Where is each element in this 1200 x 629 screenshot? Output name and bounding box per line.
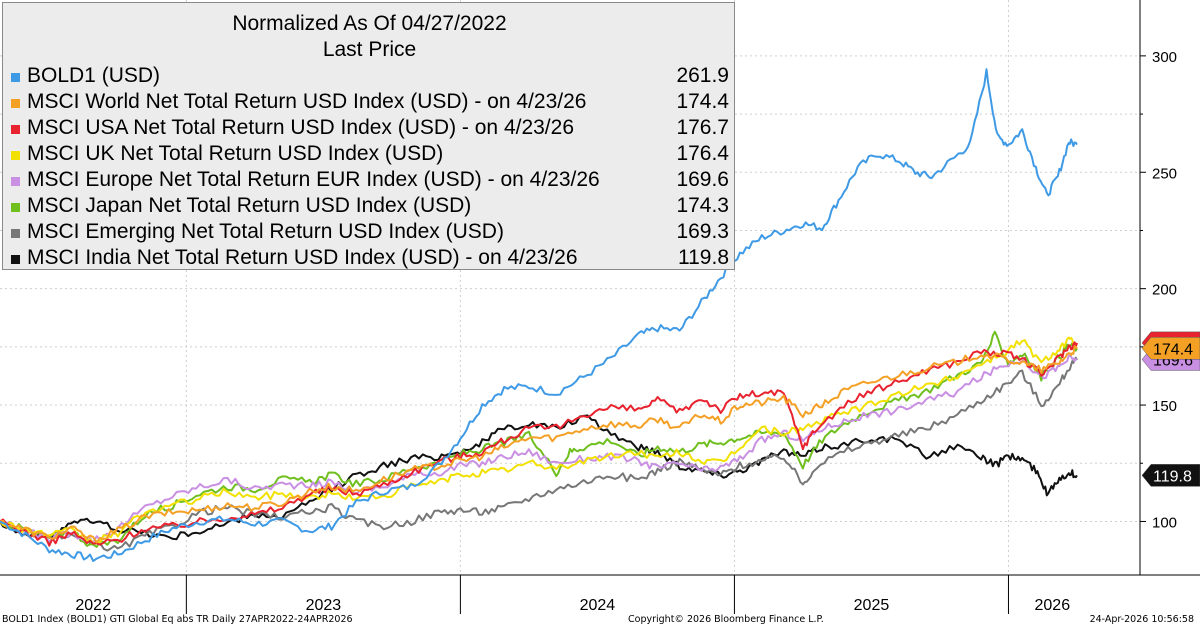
x-tick-label: 2023	[306, 597, 342, 614]
legend-label: MSCI UK Net Total Return USD Index (USD)	[27, 142, 444, 165]
y-tick-label: 300	[1152, 49, 1177, 66]
chart-subtitle: Last Price	[322, 38, 417, 61]
x-tick-label: 2024	[580, 597, 616, 614]
chart-title: Normalized As Of 04/27/2022	[232, 12, 507, 35]
legend-swatch	[11, 229, 20, 238]
legend-label: MSCI Japan Net Total Return USD Index (U…	[27, 194, 472, 217]
y-axis-ticks: 100 150 200 250 300	[1140, 49, 1177, 531]
y-tick-label: 100	[1152, 514, 1177, 531]
legend-swatch	[11, 203, 20, 212]
legend-swatch	[11, 151, 20, 160]
last-price-badge-7: 119.8	[1141, 464, 1200, 487]
legend-item: MSCI India Net Total Return USD Index (U…	[11, 246, 729, 272]
legend-last-price: 261.9	[676, 64, 729, 87]
last-price-badge-label: 174.4	[1153, 341, 1193, 358]
legend-label: MSCI India Net Total Return USD Index (U…	[27, 246, 578, 269]
legend-last-price: 174.4	[676, 90, 729, 113]
legend-last-price: 169.6	[676, 168, 729, 191]
legend-label: MSCI Emerging Net Total Return USD Index…	[27, 220, 504, 243]
legend-item: MSCI USA Net Total Return USD Index (USD…	[11, 116, 729, 142]
legend-item: MSCI Europe Net Total Return EUR Index (…	[11, 168, 729, 194]
x-tick-label: 2025	[854, 597, 890, 614]
legend-item: BOLD1 (USD) 261.9	[11, 64, 729, 90]
last-price-badge-shape	[1141, 464, 1200, 487]
series-line-7	[0, 414, 1078, 541]
series-line-0	[0, 68, 1078, 562]
legend: Normalized As Of 04/27/2022 Last Price B…	[2, 2, 735, 270]
legend-item: MSCI World Net Total Return USD Index (U…	[11, 90, 729, 116]
legend-last-price: 169.3	[676, 220, 729, 243]
footer-source: BOLD1 Index (BOLD1) GTI Global Eq abs TR…	[2, 614, 353, 625]
legend-item: MSCI Japan Net Total Return USD Index (U…	[11, 194, 729, 220]
legend-swatch	[11, 73, 20, 82]
x-tick-label: 2022	[75, 597, 111, 614]
series-line-1	[0, 345, 1078, 544]
last-price-badge-shape	[1141, 337, 1200, 360]
x-axis: 2022 2023 2024 2025 2026	[75, 575, 1070, 614]
legend-last-price: 176.4	[676, 142, 729, 165]
series-line-2	[0, 341, 1078, 547]
series-line-5	[0, 330, 1078, 548]
legend-swatch	[11, 177, 20, 186]
series-line-6	[0, 356, 1078, 552]
legend-label: MSCI Europe Net Total Return EUR Index (…	[27, 168, 600, 191]
legend-item: MSCI Emerging Net Total Return USD Index…	[11, 220, 729, 246]
series-line-3	[0, 336, 1078, 545]
series-lines	[0, 68, 1078, 562]
legend-label: MSCI USA Net Total Return USD Index (USD…	[27, 116, 575, 139]
legend-label: BOLD1 (USD)	[27, 64, 161, 87]
legend-last-price: 174.3	[676, 194, 729, 217]
y-tick-label: 200	[1152, 282, 1177, 299]
y-tick-label: 150	[1152, 398, 1177, 415]
legend-item: MSCI UK Net Total Return USD Index (USD)…	[11, 142, 729, 168]
footer-copyright: Copyright© 2026 Bloomberg Finance L.P.	[628, 614, 824, 625]
legend-last-price: 176.7	[676, 116, 729, 139]
last-price-badge-1: 174.4	[1141, 337, 1200, 360]
legend-swatch	[11, 255, 20, 264]
legend-label: MSCI World Net Total Return USD Index (U…	[27, 90, 587, 113]
legend-last-price: 119.8	[678, 246, 729, 269]
x-tick-label: 2026	[1035, 597, 1071, 614]
footer-timestamp: 24-Apr-2026 10:56:58	[1089, 614, 1194, 625]
legend-swatch	[11, 125, 20, 134]
last-price-badge-label: 119.8	[1153, 468, 1192, 485]
legend-swatch	[11, 99, 20, 108]
y-tick-label: 250	[1152, 165, 1177, 182]
